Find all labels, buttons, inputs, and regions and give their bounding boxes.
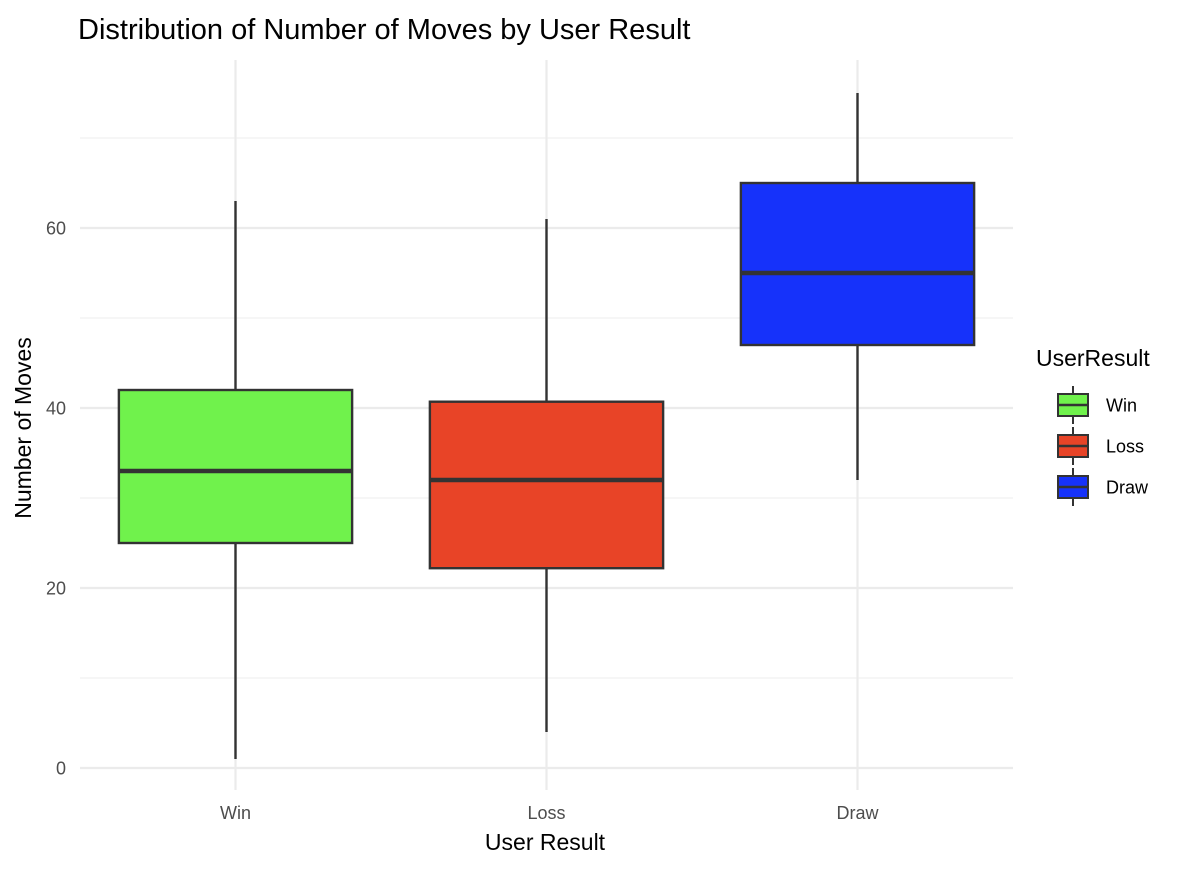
y-axis-title: Number of Moves xyxy=(10,337,36,519)
chart-title: Distribution of Number of Moves by User … xyxy=(78,14,690,46)
legend-label: Win xyxy=(1106,396,1137,416)
legend-item-draw: Draw xyxy=(1057,468,1149,506)
x-axis-title: User Result xyxy=(485,829,606,855)
legend-item-loss: Loss xyxy=(1057,427,1144,465)
legend-items: Win Loss Draw xyxy=(1057,386,1149,506)
box-iqr xyxy=(117,388,354,545)
axis-labels: 0 20 40 60 Win Loss Draw xyxy=(46,219,880,824)
legend: UserResult Win Loss Draw xyxy=(1036,345,1150,506)
x-tick-label: Win xyxy=(220,803,251,823)
box-iqr xyxy=(739,181,976,347)
box-win xyxy=(117,201,354,759)
x-tick-label: Draw xyxy=(836,803,879,823)
y-tick-label: 60 xyxy=(46,219,66,239)
box-series xyxy=(117,93,976,759)
legend-title: UserResult xyxy=(1036,345,1150,371)
legend-label: Loss xyxy=(1106,437,1144,457)
box-loss xyxy=(428,219,665,732)
x-tick-label: Loss xyxy=(527,803,565,823)
y-tick-label: 20 xyxy=(46,579,66,599)
y-tick-label: 40 xyxy=(46,399,66,419)
box-iqr xyxy=(428,400,665,570)
y-tick-label: 0 xyxy=(56,759,66,779)
legend-item-win: Win xyxy=(1057,386,1137,424)
box-draw xyxy=(739,93,976,480)
legend-label: Draw xyxy=(1106,478,1149,498)
